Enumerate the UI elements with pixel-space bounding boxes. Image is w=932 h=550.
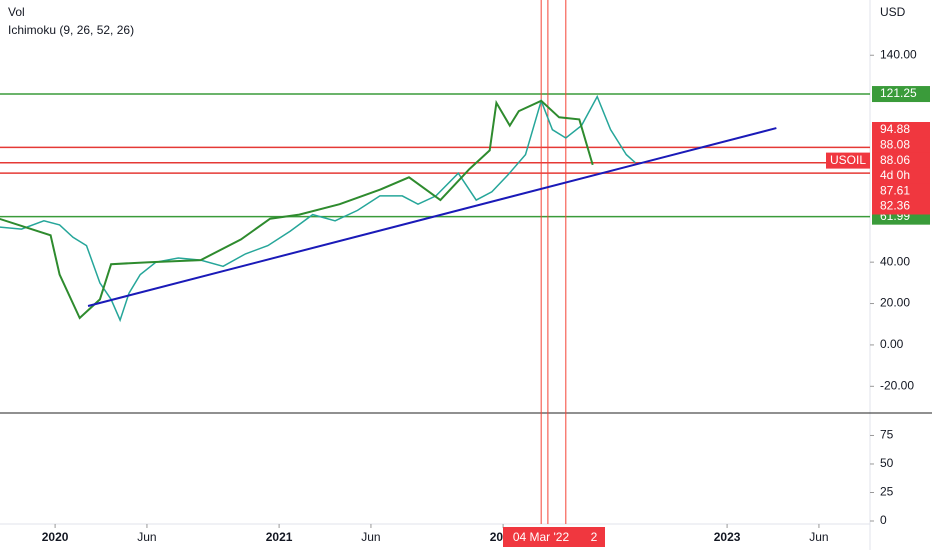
price-label-box: [872, 183, 930, 200]
y-tick-label: 25: [880, 485, 894, 499]
price-label: 94.88: [880, 122, 910, 136]
y-tick-label: 140.00: [880, 47, 917, 61]
price-label: 87.61: [880, 183, 910, 197]
y-tick-label: 20.00: [880, 296, 910, 310]
y-tick-label: 0.00: [880, 337, 904, 351]
crosshair-box: [503, 527, 605, 547]
x-tick-label: 2020: [42, 530, 69, 544]
x-tick-label: 2021: [266, 530, 293, 544]
price-label: 82.36: [880, 199, 910, 213]
price-label: 88.06: [880, 153, 910, 167]
countdown-box: [872, 167, 930, 184]
price-label-box: [872, 198, 930, 215]
y-tick-label: 0: [880, 513, 887, 527]
x-tick-label: Jun: [361, 530, 380, 544]
y-tick-label: 50: [880, 456, 894, 470]
symbol-box: [826, 152, 870, 169]
currency: USD: [880, 5, 906, 19]
trendline: [87, 127, 777, 307]
price-label: 88.08: [880, 137, 910, 151]
y-tick-label: 40.00: [880, 254, 910, 268]
indicator-label: Vol: [8, 5, 25, 19]
price-label-box: [872, 152, 930, 169]
y-tick-label: 75: [880, 428, 894, 442]
x-tick-label: 2023: [714, 530, 741, 544]
indicator-label: Ichimoku (9, 26, 52, 26): [8, 23, 134, 37]
series-line: [0, 94, 636, 323]
x-tick-label: Jun: [137, 530, 156, 544]
series-line: [0, 99, 594, 320]
symbol-label: USOIL: [830, 153, 866, 167]
crosshair-date: 04 Mar '22: [513, 530, 570, 544]
x-tick-label: Jun: [809, 530, 828, 544]
price-label-box: [872, 137, 930, 154]
price-label-box: [872, 122, 930, 138]
y-tick-label: -20.00: [880, 378, 914, 392]
price-label-box: [872, 86, 930, 103]
crosshair-extra: 2: [591, 530, 598, 544]
price-label: 121.25: [880, 86, 917, 100]
countdown: 4d 0h: [880, 168, 910, 182]
